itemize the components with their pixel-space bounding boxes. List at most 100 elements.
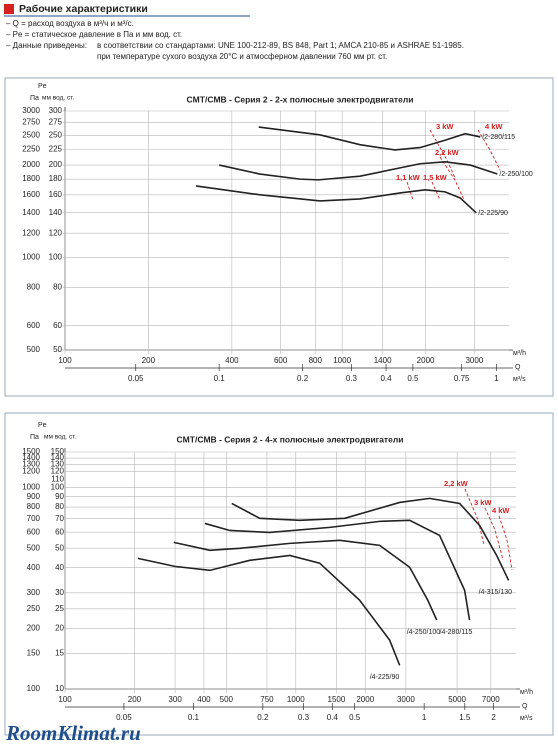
power-label: 3 kW [436, 122, 454, 131]
curve-label: /4-315/130 [479, 589, 513, 596]
y2-tick-label: 200 [49, 160, 63, 169]
power-label: 2,2 kW [435, 148, 460, 157]
y-tick-label: 700 [27, 514, 41, 523]
y-tick-label: 1800 [22, 174, 40, 183]
y2-tick-label: 90 [55, 492, 64, 501]
note: при температуре сухого воздуха 20°С и ат… [97, 52, 387, 61]
x2-tick-label: 1 [494, 374, 499, 383]
power-label: 1,5 kW [423, 173, 448, 182]
curve [195, 185, 477, 214]
curve [231, 497, 510, 581]
y-tick-label: 600 [27, 527, 41, 536]
x2-tick-label: 0.5 [349, 713, 361, 722]
x-tick-label: 800 [309, 356, 323, 365]
x-tick-label: 1400 [374, 356, 392, 365]
y-tick-label: 2750 [22, 118, 40, 127]
chart-title: CMT/CMB - Серия 2 - 2-х полюсные электро… [187, 94, 414, 104]
y-tick-label: 800 [27, 502, 41, 511]
y-tick-label: 400 [27, 563, 41, 572]
y2-tick-label: 70 [55, 514, 64, 523]
note: – Pe = статическое давление в Па и мм во… [6, 30, 182, 39]
x-tick-label: 2000 [417, 356, 435, 365]
y2-tick-label: 160 [49, 190, 63, 199]
x-label: Q [515, 364, 521, 371]
y-tick-label: 1600 [22, 190, 40, 199]
watermark: RoomKlimat.ru [5, 721, 141, 745]
curve-label: /4-250/100 [407, 629, 441, 636]
x2-tick-label: 0.05 [128, 374, 144, 383]
y-tick-label: 300 [27, 588, 41, 597]
y2-tick-label: 130 [51, 460, 65, 469]
x-tick-label: 100 [58, 695, 72, 704]
power-limit [464, 488, 485, 546]
y2-tick-label: 60 [55, 527, 64, 536]
x2-tick-label: 0.2 [297, 374, 309, 383]
chart-panel [4, 412, 554, 736]
x2-tick-label: 0.4 [327, 713, 339, 722]
y2-unit: мм вод. ст. [42, 95, 75, 102]
y2-tick-label: 180 [49, 174, 63, 183]
y-tick-label: 1000 [22, 483, 40, 492]
power-limit [406, 181, 414, 201]
y2-tick-label: 100 [49, 253, 63, 262]
x2-tick-label: 0.1 [214, 374, 226, 383]
x-tick-label: 200 [142, 356, 156, 365]
power-label: 1,1 kW [396, 173, 421, 182]
note: – Данные приведены: [6, 41, 87, 50]
y2-tick-label: 20 [55, 623, 64, 632]
x-tick-label: 5000 [448, 695, 466, 704]
x-tick-label: 300 [168, 695, 182, 704]
y-label: Pe [38, 422, 47, 429]
y-tick-label: 200 [27, 623, 41, 632]
curve [258, 126, 481, 151]
x2-tick-label: 2 [491, 713, 496, 722]
y-unit: Па [30, 95, 39, 102]
curve-label: /2-250/100 [499, 171, 533, 178]
y-tick-label: 1400 [22, 208, 40, 217]
y2-tick-label: 100 [51, 483, 65, 492]
x-tick-label: 2000 [356, 695, 374, 704]
y2-tick-label: 80 [53, 282, 62, 291]
y-tick-label: 800 [27, 282, 41, 291]
curve-label: /2-225/90 [478, 210, 508, 217]
y-tick-label: 1200 [22, 467, 40, 476]
y2-tick-label: 15 [55, 649, 64, 658]
x-tick-label: 600 [274, 356, 288, 365]
y-tick-label: 1400 [22, 453, 40, 462]
y-tick-label: 500 [27, 543, 41, 552]
note: – Q = расход воздуха в м³/ч и м³/с. [6, 19, 134, 28]
y2-tick-label: 50 [53, 345, 62, 354]
x-tick-label: 500 [220, 695, 234, 704]
chart-panel [4, 77, 554, 397]
x2-tick-label: 0.1 [188, 713, 200, 722]
x-tick-label: 1000 [287, 695, 305, 704]
y2-tick-label: 80 [55, 502, 64, 511]
curve [219, 160, 498, 181]
curve-label: /4-225/90 [370, 674, 400, 681]
y-tick-label: 2250 [22, 144, 40, 153]
power-limit [439, 156, 465, 201]
y-tick-label: 500 [27, 345, 41, 354]
y2-tick-label: 60 [53, 321, 62, 330]
y2-tick-label: 140 [49, 208, 63, 217]
curve [204, 519, 471, 621]
y-tick-label: 3000 [22, 106, 40, 115]
y2-tick-label: 225 [49, 144, 63, 153]
y2-tick-label: 25 [55, 604, 64, 613]
y2-tick-label: 30 [55, 588, 64, 597]
x-tick-label: 7000 [482, 695, 500, 704]
y-tick-label: 250 [27, 604, 41, 613]
power-limit [429, 129, 456, 179]
power-label: 4 kW [492, 506, 510, 515]
power-limit [431, 181, 441, 201]
power-label: 4 kW [485, 122, 503, 131]
power-limit [477, 129, 501, 171]
y-tick-label: 1500 [22, 447, 40, 456]
x-tick-label: 1000 [333, 356, 351, 365]
y2-tick-label: 120 [49, 228, 63, 237]
y-tick-label: 900 [27, 492, 41, 501]
curve-label: /2-280/115 [482, 134, 515, 141]
y2-tick-label: 50 [55, 543, 64, 552]
power-limit [498, 515, 513, 571]
